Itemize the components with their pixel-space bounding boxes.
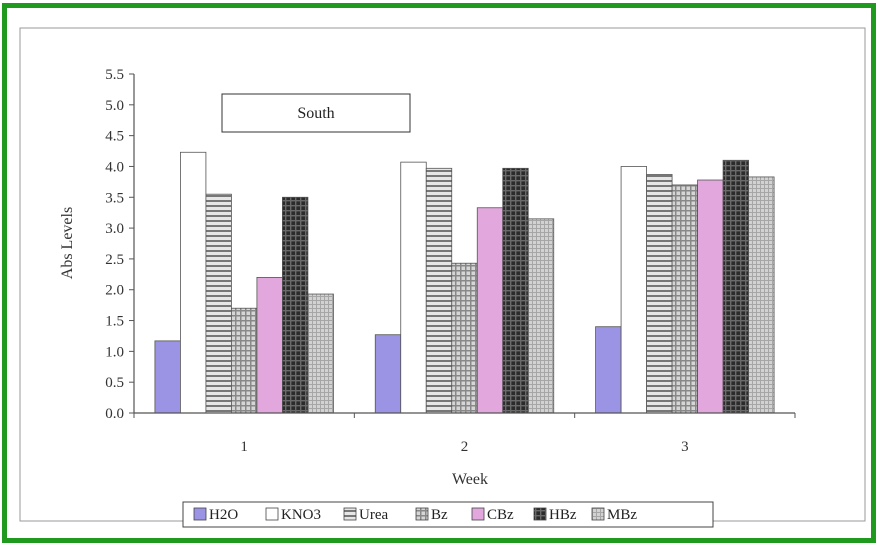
legend-label-h2o: H2O [209, 507, 238, 523]
bar-cbz-week-1 [256, 276, 283, 414]
chart-title-box: South [221, 93, 411, 133]
y-tick-label: 3.0 [105, 221, 124, 237]
bar-urea-week-2 [425, 167, 453, 414]
legend-swatch-h2o [193, 507, 207, 521]
bar-hbz-week-1 [282, 196, 309, 414]
y-tick-label: 5.0 [105, 98, 124, 114]
bar-cbz-week-3 [697, 179, 724, 414]
bars [154, 151, 775, 414]
x-axis-ticks: 1 2 3 [133, 413, 796, 455]
y-tick-label: 4.5 [105, 129, 124, 145]
bar-bz-week-3 [671, 184, 698, 414]
bar-mbz-week-2 [527, 218, 555, 414]
chart-title: South [297, 105, 334, 122]
legend-label-hbz: HBz [549, 507, 577, 523]
legend-label-cbz: CBz [487, 507, 514, 523]
bar-urea-week-3 [646, 174, 673, 414]
bar-kno3-week-3 [620, 166, 647, 414]
legend-label-urea: Urea [359, 507, 388, 523]
legend-swatch-bz [415, 507, 429, 521]
bar-h2o-week-2 [374, 334, 402, 414]
legend-swatch-mbz [591, 507, 605, 521]
y-tick-label: 3.5 [105, 190, 124, 206]
bar-mbz-week-1 [307, 293, 334, 414]
y-axis-title: Abs Levels [59, 207, 76, 279]
x-tick-label: 1 [240, 439, 248, 455]
legend-label-kno3: KNO3 [281, 507, 321, 523]
y-tick-label: 0.5 [105, 375, 124, 391]
bar-hbz-week-2 [502, 167, 529, 414]
bar-mbz-week-3 [748, 176, 775, 414]
x-axis-title: Week [452, 471, 488, 488]
y-tick-label: 2.0 [105, 283, 124, 299]
y-tick-label: 4.0 [105, 159, 124, 175]
legend-swatch-urea [343, 507, 357, 521]
legend-swatch-kno3 [265, 507, 279, 521]
x-tick-label: 3 [681, 439, 689, 455]
bar-urea-week-1 [205, 193, 232, 414]
bar-bz-week-1 [231, 307, 258, 414]
y-tick-label: 5.5 [105, 67, 124, 83]
legend-label-bz: Bz [431, 507, 448, 523]
bar-cbz-week-2 [476, 207, 504, 414]
y-tick-label: 2.5 [105, 252, 124, 268]
legend-label-mbz: MBz [607, 507, 637, 523]
y-tick-label: 0.0 [105, 406, 124, 422]
bar-h2o-week-1 [154, 340, 181, 414]
bar-hbz-week-3 [722, 159, 749, 414]
bar-bz-week-2 [451, 262, 478, 414]
bar-h2o-week-3 [595, 326, 622, 414]
legend-swatch-hbz [533, 507, 547, 521]
bar-kno3-week-1 [180, 151, 207, 414]
y-axis-ticks: 0.0 0.5 1.0 1.5 2.0 2.5 3.0 3.5 4.0 4.5 5.0 5.5 [105, 67, 134, 422]
bar-kno3-week-2 [400, 161, 427, 414]
legend-swatch-cbz [471, 507, 485, 521]
x-tick-label: 2 [461, 439, 469, 455]
legend: H2O KNO3 Urea Bz CBz HBz MBz [182, 501, 714, 528]
y-tick-label: 1.0 [105, 344, 124, 360]
y-tick-label: 1.5 [105, 314, 124, 330]
